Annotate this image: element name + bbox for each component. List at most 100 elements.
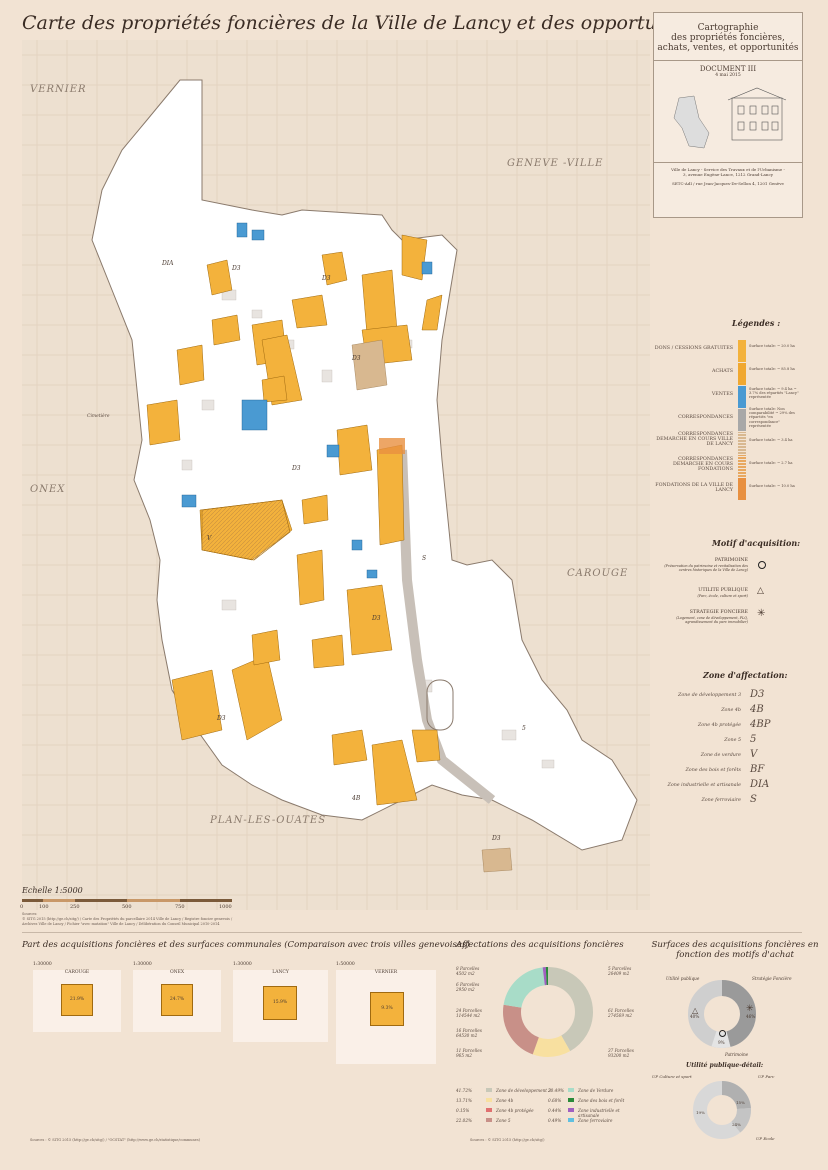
- cmp-scale-carouge: 1:30000: [33, 962, 52, 967]
- cemetery-label: Cimetière: [87, 414, 110, 419]
- bottom-sources-1: Sources : © SITG 2015 (http://ge.ch/sitg…: [30, 1138, 200, 1142]
- motif-label-strategie: STRATEGIE FONCIERE: [689, 610, 748, 615]
- aff-label-6: Zone industrielle et artisanale: [578, 1108, 620, 1118]
- affect-label-6: 5 Parcelles 26409 m2: [608, 966, 632, 976]
- legend-label-correspondances: CORRESPONDANCES: [678, 415, 733, 420]
- motif-label-sf: Stratégie Foncière: [752, 976, 792, 981]
- affect-label-2: 6 Parcelles 2950 m2: [456, 982, 480, 992]
- detail-seg-parc: [693, 1081, 751, 1139]
- svg-text:V: V: [207, 535, 212, 542]
- legend-swatch-fondations: [738, 478, 746, 500]
- zone-code-d3: D3: [750, 689, 765, 700]
- panel-footer-3: SETC-AdI / rue Jean-Jacques-De-Sellon 4,…: [672, 181, 784, 186]
- aff-pct-2: 0.15%: [456, 1108, 470, 1113]
- panel-heading-2: des propriétés foncières,: [671, 33, 785, 43]
- zone-label-s: Zone ferroviaire: [701, 798, 741, 803]
- aff-label-7: Zone ferroviaire: [578, 1118, 613, 1123]
- compare-section: 1:30000 CAROUGE 21.9% 1:30000 ONEX 24.7%…: [30, 962, 440, 1092]
- scale-tick-250: 250: [70, 904, 80, 910]
- legend-label-achats: ACHATS: [711, 369, 733, 374]
- legend-label-dons: DONS / CESSIONS GRATUITES: [654, 346, 733, 351]
- affect-chart: 8 Parcelles 4502 m2 6 Parcelles 2950 m2 …: [456, 958, 641, 1138]
- zone-list: Zone de développement 3 D3 Zone 4b 4B Zone…: [653, 688, 813, 805]
- detail-seg-ecole: [693, 1081, 751, 1139]
- donut-seg-4b: [503, 967, 593, 1057]
- map-canvas[interactable]: D3 DIA D3 D3 D3 V D3 D3 4B D3 S 5 VERNIER GENEVE …: [22, 40, 650, 910]
- detail-pct-culture: 19%: [696, 1110, 705, 1115]
- map-sources-line1: © SITG 2015 (http://ge.ch/sitg/) / Carte…: [22, 917, 233, 921]
- legend-note-correspondances: Surface totale: Non comparabilité ~ 29% …: [749, 407, 795, 428]
- motif-list: PATRIMOINE (Préservation du patrimoine e…: [653, 558, 813, 628]
- large-park-acquisition: [201, 499, 291, 561]
- zone-label-4b: Zone 4b: [721, 708, 741, 713]
- scale-tick-1000: 1000: [219, 904, 232, 910]
- circle-icon: [719, 1030, 726, 1037]
- zone-label-5: Zone 5: [724, 738, 741, 743]
- scale-bar: [22, 899, 232, 903]
- cmp-name-lancy: LANCY: [272, 970, 289, 975]
- scale-tick-100: 100: [39, 904, 49, 910]
- legend-list: DONS / CESSIONS GRATUITES Surface totale…: [653, 336, 813, 506]
- aff-label-0: Zone de développement 3: [496, 1088, 551, 1093]
- motif-pct-up: 40%: [690, 1014, 700, 1019]
- panel-document: DOCUMENT III: [699, 65, 757, 73]
- map-sources-label: Sources:: [22, 912, 38, 916]
- donut-seg-5: [503, 967, 593, 1057]
- cmp-scale-vernier: 1:50000: [336, 962, 355, 967]
- zone-label-d3: Zone de développement 3: [678, 693, 741, 698]
- aff-pct-1: 13.71%: [456, 1098, 472, 1103]
- panel-illustrations: [673, 87, 787, 149]
- legend-note-corr-fondations: Surface totale: ~ 2.7 ha: [749, 461, 793, 465]
- cmp-name-carouge: CAROUGE: [64, 970, 90, 975]
- motif-donuts-svg: [688, 980, 756, 1139]
- rail-corridor: [397, 449, 496, 804]
- motif-label-up: Utilité publique: [666, 976, 700, 981]
- acquisitions: [146, 234, 443, 806]
- affect-donut-svg: [503, 967, 593, 1057]
- scale-tick-500: 500: [122, 904, 132, 910]
- legend-note-achats: Surface totale: ~ 85.8 ha: [749, 367, 795, 371]
- legend-swatch-correspondances: [738, 409, 746, 431]
- scale-tick-750: 750: [175, 904, 185, 910]
- zone-codes: D3 DIA D3 D3 D3 V D3 D3 4B D3 S 5: [161, 260, 526, 842]
- circle-icon: [758, 561, 766, 569]
- cmp-share-onex: 24.7%: [161, 984, 193, 1016]
- svg-text:S: S: [422, 555, 426, 562]
- map-svg: D3 DIA D3 D3 D3 V D3 D3 4B D3 S 5: [22, 40, 650, 910]
- legend-note-ventes: Surface totale: ~ 9.4 ha ~ 3.7% des répa…: [749, 387, 799, 400]
- svg-text:4B: 4B: [351, 795, 361, 802]
- aff-label-3: Zone 5: [496, 1118, 511, 1123]
- affect-label-1: 8 Parcelles 4502 m2: [456, 966, 480, 976]
- zone-code-bf: BF: [750, 764, 765, 775]
- aff-swatch-3: [486, 1118, 492, 1122]
- aff-label-2: Zone 4b protégée: [496, 1108, 534, 1113]
- aff-pct-0: 41.72%: [456, 1088, 472, 1093]
- svg-text:D3: D3: [371, 615, 381, 622]
- cmp-box-vernier: VERNIER 9.3%: [336, 970, 436, 1064]
- aff-swatch-4: [568, 1088, 574, 1092]
- aff-label-5: Zone des bois et forêt: [578, 1098, 625, 1103]
- motif-desc-strategie: (Logement, zone de développement, PLQ, a…: [676, 616, 748, 624]
- legend-label-corr-lancy: CORRESPONDANCES DEMARCHE EN COURS VILLE …: [656, 432, 733, 447]
- town-label-onex: ONEX: [30, 484, 66, 495]
- cmp-box-carouge: CAROUGE 21.9%: [33, 970, 121, 1032]
- mini-map-icon: [673, 95, 710, 149]
- svg-text:D3: D3: [231, 265, 241, 272]
- affect-label-7: 61 Parcelles 274569 m2: [608, 1008, 634, 1018]
- cmp-scale-onex: 1:30000: [133, 962, 152, 967]
- zone-code-4b: 4B: [750, 704, 764, 715]
- legend-swatch-corr-fondations: [738, 455, 746, 477]
- building-facade-icon: [727, 87, 787, 141]
- cmp-box-onex: ONEX 24.7%: [133, 970, 221, 1032]
- legend-swatch-achats: [738, 363, 746, 385]
- svg-text:DIA: DIA: [161, 260, 174, 267]
- cmp-share-carouge: 21.9%: [61, 984, 93, 1016]
- zone-code-dia: DIA: [750, 779, 770, 790]
- legend-swatch-dons: [738, 340, 746, 362]
- detail-pct-parc: 15%: [736, 1100, 745, 1105]
- motif-donut: [688, 980, 756, 1048]
- svg-text:D3: D3: [291, 465, 301, 472]
- zone-code-s: S: [750, 794, 757, 805]
- motif-chart-title: Surfaces des acquisitions foncières en f…: [651, 940, 819, 960]
- town-label-geneve: GENEVE -VILLE: [507, 158, 604, 169]
